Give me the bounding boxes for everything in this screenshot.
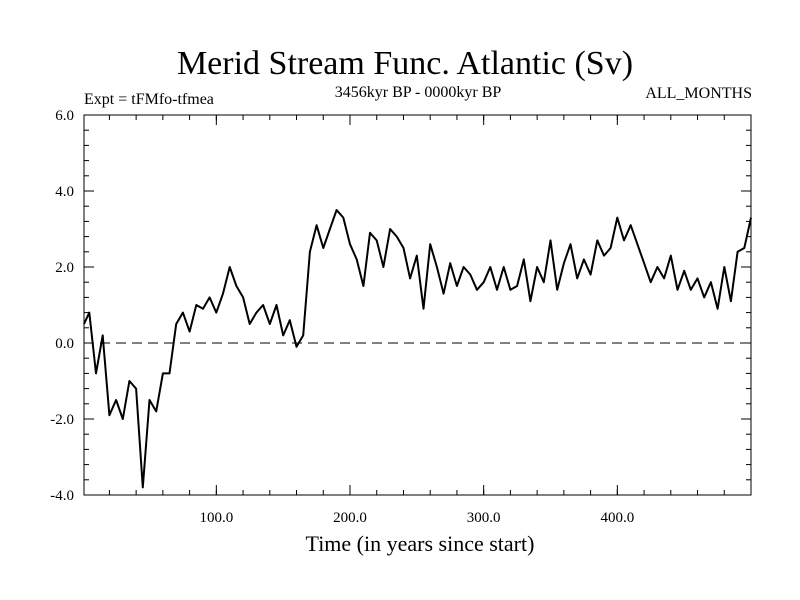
x-axis-label: Time (in years since start) xyxy=(306,531,535,556)
y-tick-label: -2.0 xyxy=(50,412,74,428)
y-tick-label: 2.0 xyxy=(55,260,74,276)
x-tick-label: 300.0 xyxy=(467,510,501,526)
series-line-atlantic-moc xyxy=(83,209,752,489)
y-tick-label: 0.0 xyxy=(55,336,74,352)
x-tick-label: 100.0 xyxy=(199,510,233,526)
x-tick-label: 400.0 xyxy=(600,510,634,526)
months-label: ALL_MONTHS xyxy=(645,85,752,102)
y-tick-label: 6.0 xyxy=(55,108,74,124)
x-axis: 100.0 200.0 300.0 400.0 xyxy=(108,115,725,526)
x-tick-label: 200.0 xyxy=(333,510,367,526)
plot-area-frame xyxy=(83,114,752,496)
experiment-label: Expt = tFMfo-tfmea xyxy=(84,91,214,108)
time-range-label: 3456kyr BP - 0000kyr BP xyxy=(335,84,502,101)
y-axis: -4.0 -2.0 0.0 2.0 4.0 6.0 xyxy=(50,108,751,504)
y-tick-label: -4.0 xyxy=(50,488,74,504)
chart-title: Merid Stream Func. Atlantic (Sv) xyxy=(177,45,633,82)
y-tick-label: 4.0 xyxy=(55,184,74,200)
